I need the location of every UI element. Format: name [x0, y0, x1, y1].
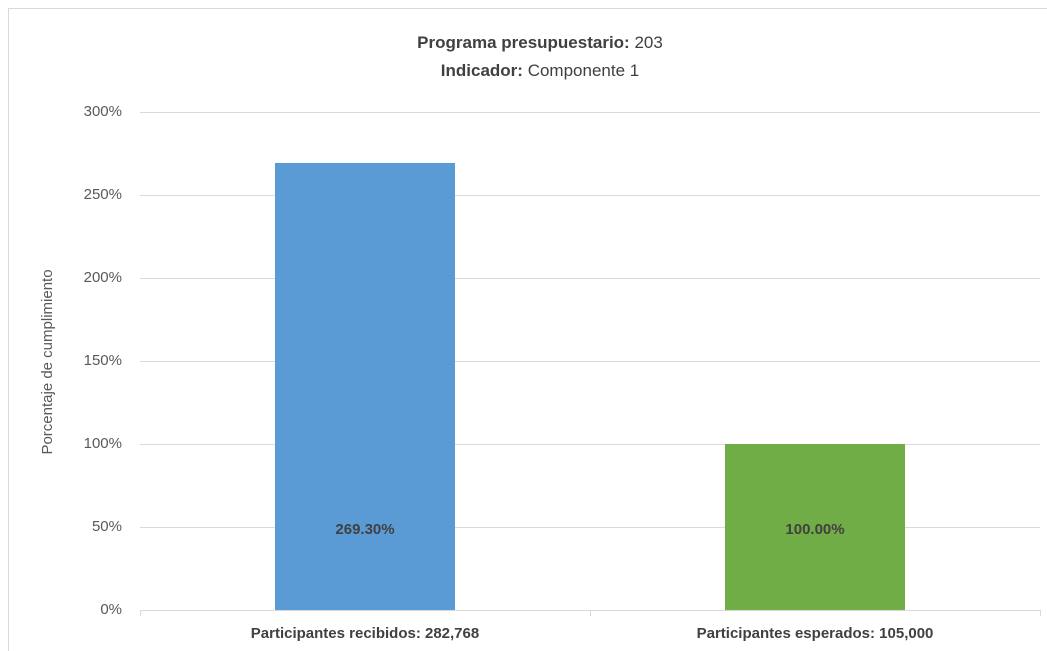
bar	[725, 444, 905, 610]
bar	[275, 162, 455, 610]
y-tick-label: 100%	[84, 435, 122, 452]
title-value: Componente 1	[528, 61, 640, 80]
title-line: Indicador: Componente 1	[441, 61, 639, 80]
x-tick-label: Participantes recibidos: 282,768	[251, 625, 479, 642]
title-line: Programa presupuestario: 203	[417, 33, 663, 52]
y-tick-label: 300%	[84, 103, 122, 120]
y-tick-label: 0%	[100, 601, 122, 618]
y-tick-label: 250%	[84, 186, 122, 203]
y-tick-label: 200%	[84, 269, 122, 286]
title-label: Programa presupuestario:	[417, 33, 630, 52]
y-axis-label: Porcentaje de cumplimiento	[39, 269, 56, 454]
y-tick-label: 50%	[92, 518, 122, 535]
title-label: Indicador:	[441, 61, 523, 80]
title-value: 203	[634, 33, 662, 52]
data-label: 100.00%	[785, 521, 844, 538]
x-tick-label: Participantes esperados: 105,000	[697, 625, 934, 642]
y-tick-label: 150%	[84, 352, 122, 369]
data-label: 269.30%	[335, 521, 394, 538]
